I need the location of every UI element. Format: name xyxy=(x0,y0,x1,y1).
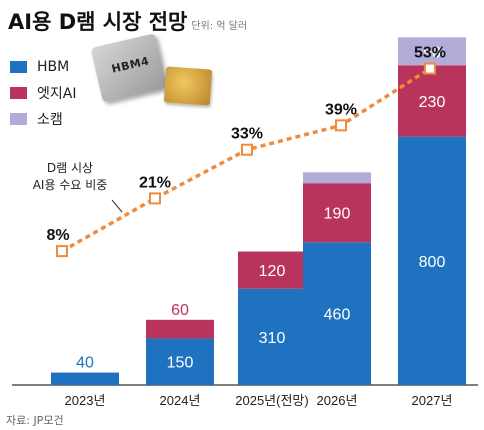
x-tick-label-3: 2026년 xyxy=(317,393,358,408)
bar-edge-ai-4 xyxy=(398,65,466,137)
legend: HBM 엣지AI 소캠 xyxy=(10,54,76,132)
bar-edge-ai-3 xyxy=(303,183,371,243)
legend-label-hbm: HBM xyxy=(37,59,70,75)
bar-label-socamm-4: 90 xyxy=(423,44,441,61)
chart-title: AI용 D램 시장 전망 단위: 억 달러 xyxy=(8,6,247,36)
bar-hbm-3 xyxy=(303,242,371,385)
bar-hbm-2 xyxy=(238,288,306,385)
legend-item-hbm: HBM xyxy=(10,54,76,80)
bar-label-edge-ai-1: 60 xyxy=(171,302,189,319)
bar-hbm-0 xyxy=(51,372,119,385)
bar-edge-ai-2 xyxy=(238,251,306,289)
x-tick-label-4: 2027년 xyxy=(412,393,453,408)
bar-label-hbm-3: 460 xyxy=(324,307,351,324)
bar-label-hbm-2: 310 xyxy=(259,330,286,347)
share-label-1: 21% xyxy=(139,174,171,191)
legend-label-edge-ai: 엣지AI xyxy=(37,86,77,102)
x-tick-label-2: 2025년(전망) xyxy=(235,393,308,408)
share-marker-1 xyxy=(149,192,161,205)
legend-label-socamm: 소캠 xyxy=(37,112,63,128)
bar-label-hbm-4: 800 xyxy=(419,254,446,271)
legend-item-edge-ai: 엣지AI xyxy=(10,80,76,106)
bar-label-hbm-1: 150 xyxy=(167,355,194,372)
share-marker-4 xyxy=(424,62,436,75)
bar-label-edge-ai-3: 190 xyxy=(324,206,351,223)
bar-socamm-3 xyxy=(303,172,371,184)
bar-hbm-1 xyxy=(146,338,214,385)
share-label-3: 39% xyxy=(325,101,357,118)
bar-label-hbm-0: 40 xyxy=(76,355,94,372)
legend-item-socamm: 소캠 xyxy=(10,106,76,132)
share-label-0: 8% xyxy=(46,227,69,244)
legend-swatch-hbm xyxy=(10,61,27,73)
x-tick-label-0: 2023년 xyxy=(65,393,106,408)
bar-label-edge-ai-4: 230 xyxy=(419,94,446,111)
bar-hbm-4 xyxy=(398,136,466,385)
share-marker-2 xyxy=(241,143,253,156)
bar-socamm-4 xyxy=(398,37,466,66)
share-marker-0 xyxy=(56,245,68,258)
share-marker-3 xyxy=(335,119,347,132)
annotation-leader xyxy=(111,199,123,213)
share-label-2: 33% xyxy=(231,126,263,143)
annotation-line-0: D램 시상 xyxy=(47,161,93,175)
title-text: AI용 D램 시장 전망 xyxy=(8,10,188,34)
bar-label-edge-ai-2: 120 xyxy=(259,263,286,280)
share-label-4: 53% xyxy=(414,45,446,62)
bar-edge-ai-1 xyxy=(146,319,214,339)
x-tick-label-1: 2024년 xyxy=(160,393,201,408)
annotation-line-1: AI용 수요 비중 xyxy=(33,178,108,192)
source-note: 자료: JP모건 xyxy=(6,414,64,427)
legend-swatch-socamm xyxy=(10,113,27,125)
unit-label: 단위: 억 달러 xyxy=(191,21,248,32)
legend-swatch-edge-ai xyxy=(10,87,27,99)
share-line xyxy=(61,67,431,253)
